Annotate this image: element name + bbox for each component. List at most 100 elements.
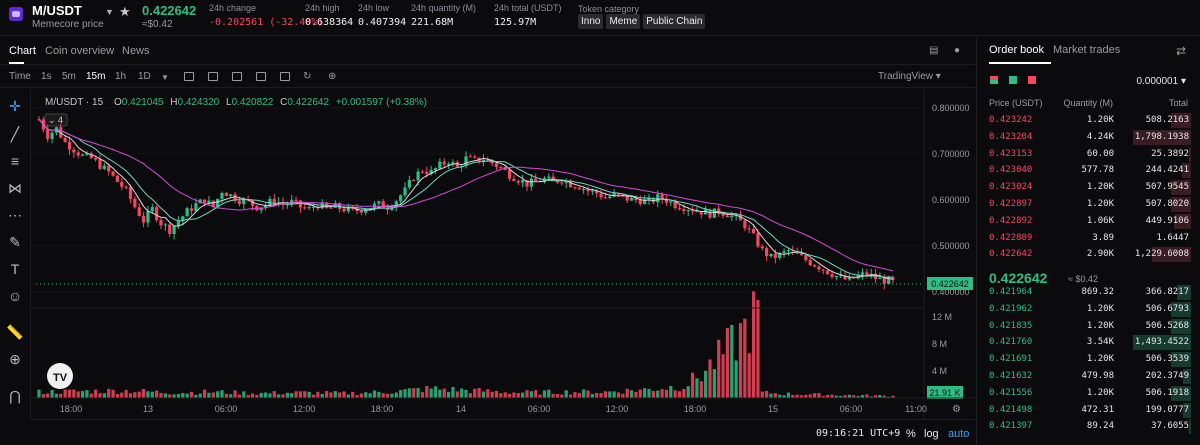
- layout-bids-icon[interactable]: [1009, 76, 1017, 84]
- brush-icon[interactable]: ✎: [9, 234, 21, 250]
- tag-inno[interactable]: Inno: [578, 14, 604, 29]
- ask-row[interactable]: 0.423040 577.78 244.4241: [977, 163, 1200, 179]
- tab-chart[interactable]: Chart: [9, 45, 36, 57]
- ask-row[interactable]: 0.422892 1.06K 449.9106: [977, 213, 1200, 229]
- layout-icon[interactable]: [232, 72, 242, 81]
- volume-bar: [381, 393, 385, 398]
- bid-row[interactable]: 0.421760 3.54K 1,493.4522: [977, 335, 1200, 351]
- interval-1h[interactable]: 1h: [115, 71, 127, 82]
- volume-bar: [799, 395, 804, 398]
- indicators-icon[interactable]: [208, 72, 218, 81]
- ask-row[interactable]: 0.422809 3.89 1.6447: [977, 231, 1200, 246]
- volume-bar: [37, 389, 41, 398]
- volume-bar: [268, 393, 272, 398]
- bid-row[interactable]: 0.421397 89.24 37.6055: [977, 419, 1200, 435]
- grid-lines: [31, 107, 924, 293]
- tab-coin-overview[interactable]: Coin overview: [45, 45, 115, 57]
- fib-icon[interactable]: ⋯: [8, 207, 22, 223]
- chevron-down-icon[interactable]: ▼: [161, 73, 169, 82]
- volume-bar: [773, 393, 777, 398]
- interval-15m[interactable]: 15m: [86, 71, 106, 82]
- ask-row[interactable]: 0.423024 1.20K 507.9545: [977, 180, 1200, 196]
- settings-icon[interactable]: ⚙: [952, 404, 961, 415]
- volume-bar: [586, 390, 590, 398]
- precision-select[interactable]: 0.000001 ▾: [1136, 76, 1186, 87]
- emoji-icon[interactable]: ☺: [7, 288, 23, 304]
- text-icon[interactable]: T: [10, 261, 20, 277]
- percent-toggle[interactable]: %: [906, 428, 916, 440]
- volume-bar: [359, 393, 364, 398]
- candle-body: [778, 253, 782, 258]
- candle-body: [664, 199, 669, 203]
- layout-asks-icon[interactable]: [1028, 76, 1036, 84]
- candle-body: [865, 272, 869, 275]
- tab-order-book[interactable]: Order book: [989, 44, 1045, 56]
- magnet-icon[interactable]: ⋂: [9, 388, 21, 404]
- bid-row[interactable]: 0.421835 1.20K 506.5268: [977, 318, 1200, 334]
- interval-5m[interactable]: 5m: [62, 71, 76, 82]
- tradingview-dropdown[interactable]: TradingView ▾: [878, 71, 941, 82]
- candle-body: [277, 202, 281, 204]
- pitchfork-icon[interactable]: ⋈: [8, 180, 22, 196]
- volume-bars: [37, 291, 895, 398]
- ask-row[interactable]: 0.423153 60.00 25.3892: [977, 146, 1200, 162]
- bid-row[interactable]: 0.421964 869.32 366.8217: [977, 285, 1200, 300]
- volume-bar: [717, 339, 721, 398]
- log-toggle[interactable]: log: [924, 428, 939, 440]
- bid-row[interactable]: 0.421498 472.31 199.0777: [977, 402, 1200, 418]
- add-icon[interactable]: ⊕: [328, 71, 337, 82]
- chevron-down-icon[interactable]: ▼: [105, 7, 114, 17]
- ask-row[interactable]: 0.422642 2.90K 1,229.6008: [977, 247, 1200, 263]
- bid-row[interactable]: 0.421962 1.20K 506.6793: [977, 301, 1200, 317]
- trend-line-icon[interactable]: ╱: [10, 126, 20, 142]
- swap-icon[interactable]: ⇄: [1176, 44, 1187, 58]
- tag-meme[interactable]: Meme: [606, 14, 641, 29]
- crosshair-icon[interactable]: ✛: [9, 98, 21, 114]
- candle-body: [821, 269, 825, 271]
- price-axis[interactable]: 0.800000 0.700000 0.600000 0.500000 0.400000: [932, 103, 970, 297]
- candle-type-icon[interactable]: [184, 72, 194, 81]
- bid-row[interactable]: 0.421556 1.20K 506.1918: [977, 385, 1200, 401]
- volume-bar: [137, 391, 141, 398]
- ask-row[interactable]: 0.422897 1.20K 507.8020: [977, 197, 1200, 212]
- row-price: 0.423040: [989, 165, 1033, 176]
- pair-name[interactable]: M/USDT: [32, 3, 82, 18]
- bid-row[interactable]: 0.421691 1.20K 506.3539: [977, 352, 1200, 368]
- price-tick: 0.600000: [932, 195, 970, 205]
- price-chart[interactable]: M/USDT · 15 O0.421045 H0.424320 L0.42082…: [31, 89, 975, 419]
- tradingview-logo[interactable]: TV: [47, 363, 73, 389]
- refresh-icon[interactable]: ↻: [303, 71, 312, 82]
- zoom-in-icon[interactable]: ⊕: [9, 351, 21, 367]
- volume-bar: [725, 328, 730, 398]
- time-axis[interactable]: 18:00 13 06:00 12:00 18:00 14 06:00 12:00 18:00 1…: [60, 404, 927, 414]
- tab-market-trades[interactable]: Market trades: [1053, 44, 1121, 56]
- calendar-icon[interactable]: [280, 72, 290, 81]
- candle-body: [194, 203, 198, 211]
- candle-body: [512, 178, 516, 182]
- tag-public-chain[interactable]: Public Chain: [643, 14, 706, 29]
- camera-icon[interactable]: [256, 72, 266, 81]
- volume-bar: [551, 393, 555, 398]
- auto-toggle[interactable]: auto: [948, 428, 970, 440]
- candle-body: [747, 228, 751, 230]
- volume-bar: [765, 390, 769, 398]
- document-icon[interactable]: ▤: [929, 45, 939, 56]
- bid-row[interactable]: 0.421632 479.98 202.3749: [977, 369, 1200, 384]
- indicator-toggle[interactable]: ⌄ 4: [44, 113, 68, 127]
- interval-1d[interactable]: 1D: [138, 71, 151, 82]
- candle-body: [137, 207, 141, 216]
- star-icon[interactable]: ★: [119, 4, 131, 19]
- ask-row[interactable]: 0.423204 4.24K 1,798.1938: [977, 129, 1200, 145]
- ask-row[interactable]: 0.423242 1.20K 508.2163: [977, 113, 1200, 128]
- tab-news[interactable]: News: [122, 45, 150, 57]
- layout-both-icon[interactable]: [990, 76, 998, 84]
- row-quantity: 577.78: [1081, 165, 1114, 176]
- interval-1s[interactable]: 1s: [41, 71, 52, 82]
- row-price: 0.423024: [989, 182, 1033, 193]
- horizontal-lines-icon[interactable]: ≡: [10, 153, 20, 169]
- candle-body: [242, 199, 246, 205]
- row-price: 0.422892: [989, 215, 1033, 226]
- bot-icon[interactable]: ●: [954, 45, 961, 56]
- ruler-icon[interactable]: 📏: [6, 324, 24, 340]
- row-total: 1,798.1938: [1134, 131, 1189, 142]
